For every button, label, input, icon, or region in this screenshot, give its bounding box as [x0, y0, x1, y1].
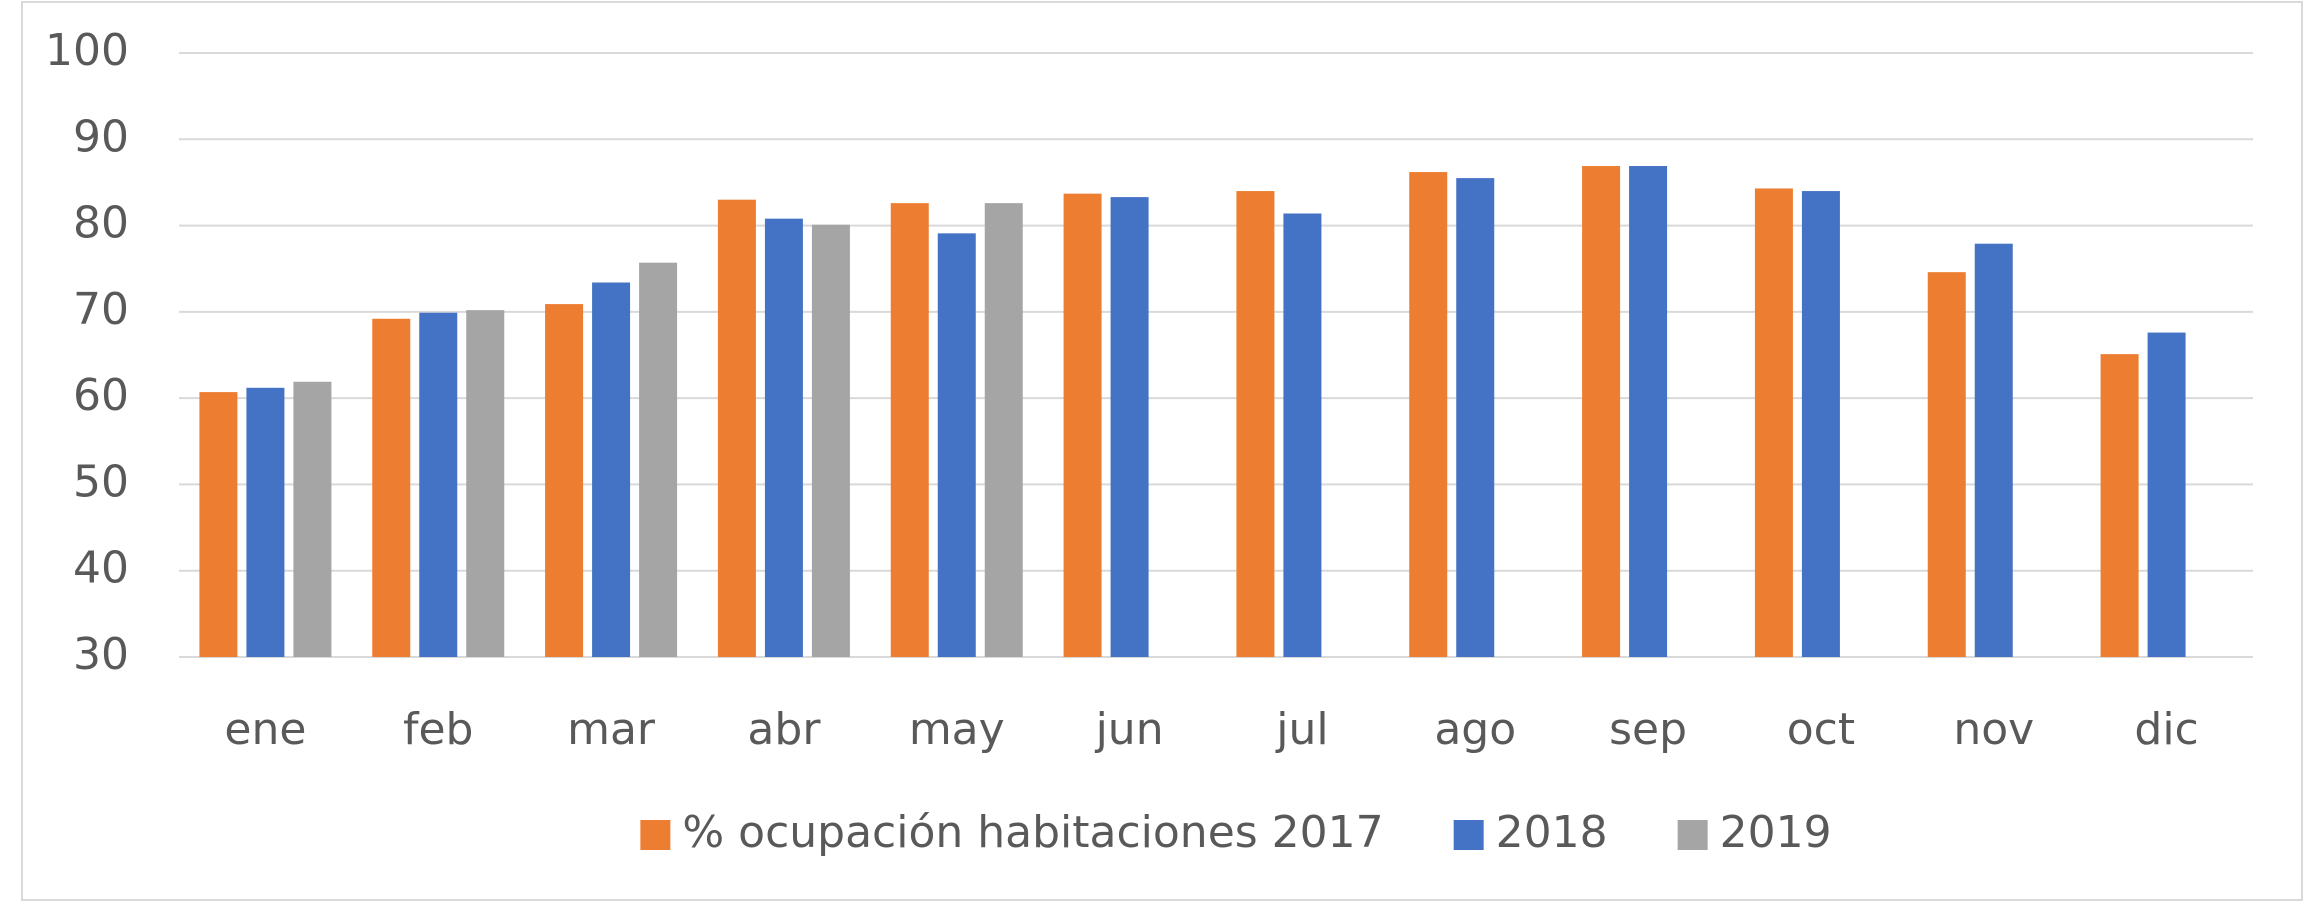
bar: [764, 218, 803, 657]
x-tick-label: sep: [1609, 704, 1687, 755]
bar: [592, 282, 631, 657]
bar: [1409, 172, 1448, 657]
x-tick-label: ago: [1434, 704, 1516, 755]
bar: [1754, 188, 1793, 657]
bar: [293, 381, 332, 657]
x-tick-label: feb: [403, 704, 474, 755]
x-tick-label: nov: [1953, 704, 2034, 755]
bar: [1063, 193, 1102, 657]
bar: [1582, 166, 1621, 657]
bar: [984, 203, 1023, 657]
bar: [2100, 354, 2139, 657]
bar: [246, 387, 285, 657]
bar: [466, 310, 505, 657]
bar: [372, 318, 411, 657]
bar: [1629, 166, 1668, 657]
x-tick-label: oct: [1787, 704, 1855, 755]
legend-label: 2019: [1720, 807, 1832, 858]
bar: [717, 199, 756, 657]
bar: [1236, 191, 1275, 658]
y-tick-label: 30: [73, 629, 129, 680]
x-tick-label: abr: [747, 704, 821, 755]
bar: [1801, 191, 1840, 658]
x-tick-label: mar: [567, 704, 656, 755]
bar: [937, 233, 976, 657]
y-tick-label: 60: [73, 370, 129, 421]
x-tick-label: jul: [1275, 704, 1328, 755]
y-tick-label: 90: [73, 111, 129, 162]
bar: [2147, 332, 2186, 657]
bar: [419, 312, 458, 657]
x-tick-label: jun: [1095, 704, 1164, 755]
y-tick-label: 100: [45, 25, 129, 76]
y-tick-label: 50: [73, 456, 129, 507]
y-tick-label: 80: [73, 198, 129, 249]
x-tick-label: dic: [2134, 704, 2198, 755]
bar: [545, 304, 584, 657]
legend-label: % ocupación habitaciones 2017: [682, 807, 1383, 858]
x-tick-label: ene: [224, 704, 306, 755]
bar: [199, 392, 238, 657]
y-tick-label: 40: [73, 543, 129, 594]
bar: [1110, 197, 1149, 657]
legend-label: 2018: [1496, 807, 1608, 858]
bar: [1927, 272, 1966, 657]
bar: [1974, 243, 2013, 658]
x-tick-label: may: [909, 704, 1005, 755]
bar: [1283, 213, 1322, 657]
bar: [639, 262, 678, 657]
legend-swatch: [1677, 820, 1708, 850]
bar: [811, 224, 850, 658]
legend-swatch: [640, 820, 671, 850]
legend-swatch: [1453, 820, 1484, 850]
y-tick-label: 70: [73, 284, 129, 335]
bar: [890, 203, 929, 657]
bar: [1456, 178, 1495, 657]
